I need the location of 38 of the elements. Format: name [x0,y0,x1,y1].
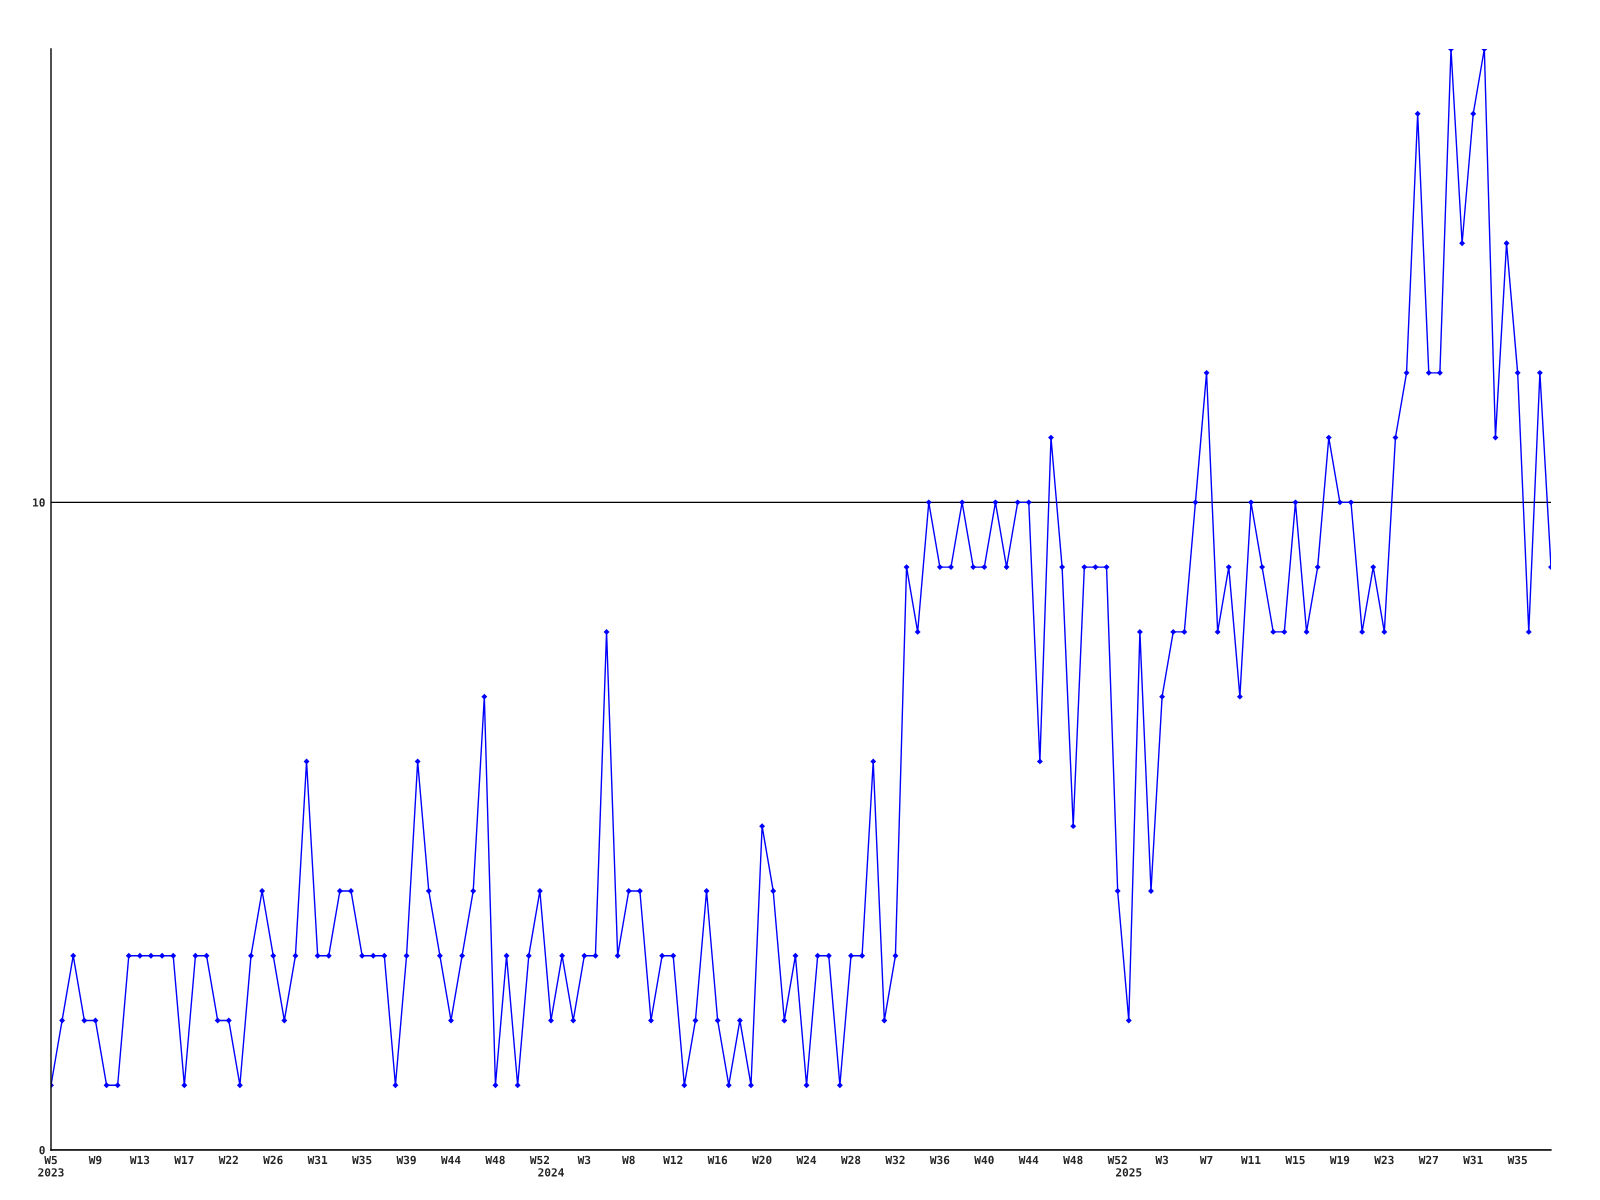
x-tick-label: W31 [1463,1155,1483,1165]
x-tick-label: W5 2023 [38,1155,64,1177]
x-tick-label: W36 [929,1155,950,1165]
x-tick-label: W9 [88,1155,102,1165]
x-tick-label: W13 [129,1155,150,1165]
x-tick-label: W23 [1374,1155,1394,1165]
y-tick-label: 0 [39,1145,45,1155]
x-tick-label: W44 [1018,1155,1039,1164]
x-tick-label: W35 [352,1155,372,1165]
x-tick-label: W7 [1199,1155,1213,1164]
x-tick-label: W12 [663,1155,683,1164]
x-tick-label: W39 [396,1155,416,1165]
x-tick-label: W17 [174,1155,194,1164]
x-tick-label: W15 [1285,1155,1305,1165]
x-tick-label: 2024 [538,1168,564,1177]
x-tick-label: W40 [974,1155,994,1165]
x-tick-label: W16 [707,1155,728,1165]
x-tick-label: W31 [307,1155,328,1165]
x-tick-label: W3 [1155,1155,1169,1165]
x-tick-label: W44 [440,1155,461,1164]
x-tick-label: W26 [263,1155,283,1165]
x-tick-label: W22 [218,1155,238,1164]
x-tick-label: W52 [1107,1155,1127,1165]
x-tick-label: W8 [622,1155,635,1165]
x-tick-label: W28 [840,1155,861,1165]
x-tick-label: W32 [885,1155,905,1165]
x-tick-label: W19 [1329,1155,1350,1165]
x-tick-label: W24 [796,1155,817,1164]
x-tick-label: W27 [1418,1155,1438,1164]
x-tick-label: W48 [1063,1155,1083,1165]
x-tick-label: W52 [529,1155,549,1165]
x-tick-label: W11 [1240,1155,1261,1164]
x-tick-label: W3 [577,1155,591,1165]
x-tick-label: W35 [1507,1155,1527,1165]
x-tick-label: 2025 [1116,1168,1142,1177]
x-tick-label: W20 [752,1155,772,1165]
y-tick-label: 10 [33,498,45,507]
x-tick-label: W48 [485,1155,505,1165]
